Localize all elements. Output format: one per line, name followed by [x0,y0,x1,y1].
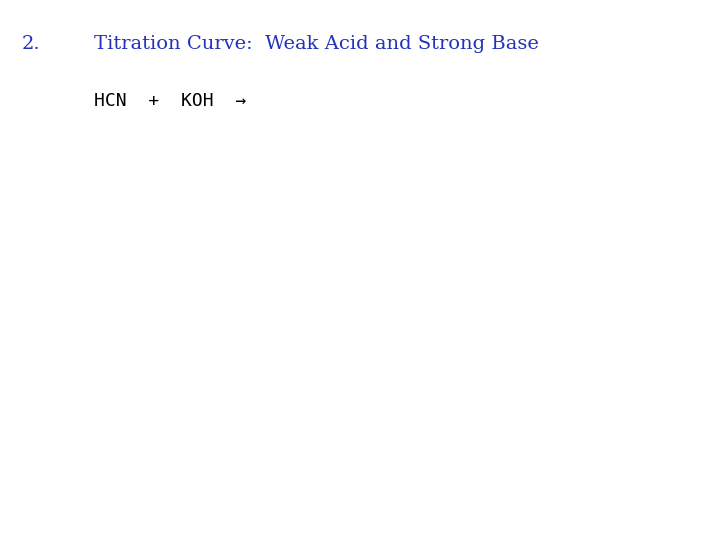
Text: HCN  +  KOH  →: HCN + KOH → [94,92,246,110]
Text: Titration Curve:  Weak Acid and Strong Base: Titration Curve: Weak Acid and Strong Ba… [94,35,539,53]
Text: 2.: 2. [22,35,40,53]
